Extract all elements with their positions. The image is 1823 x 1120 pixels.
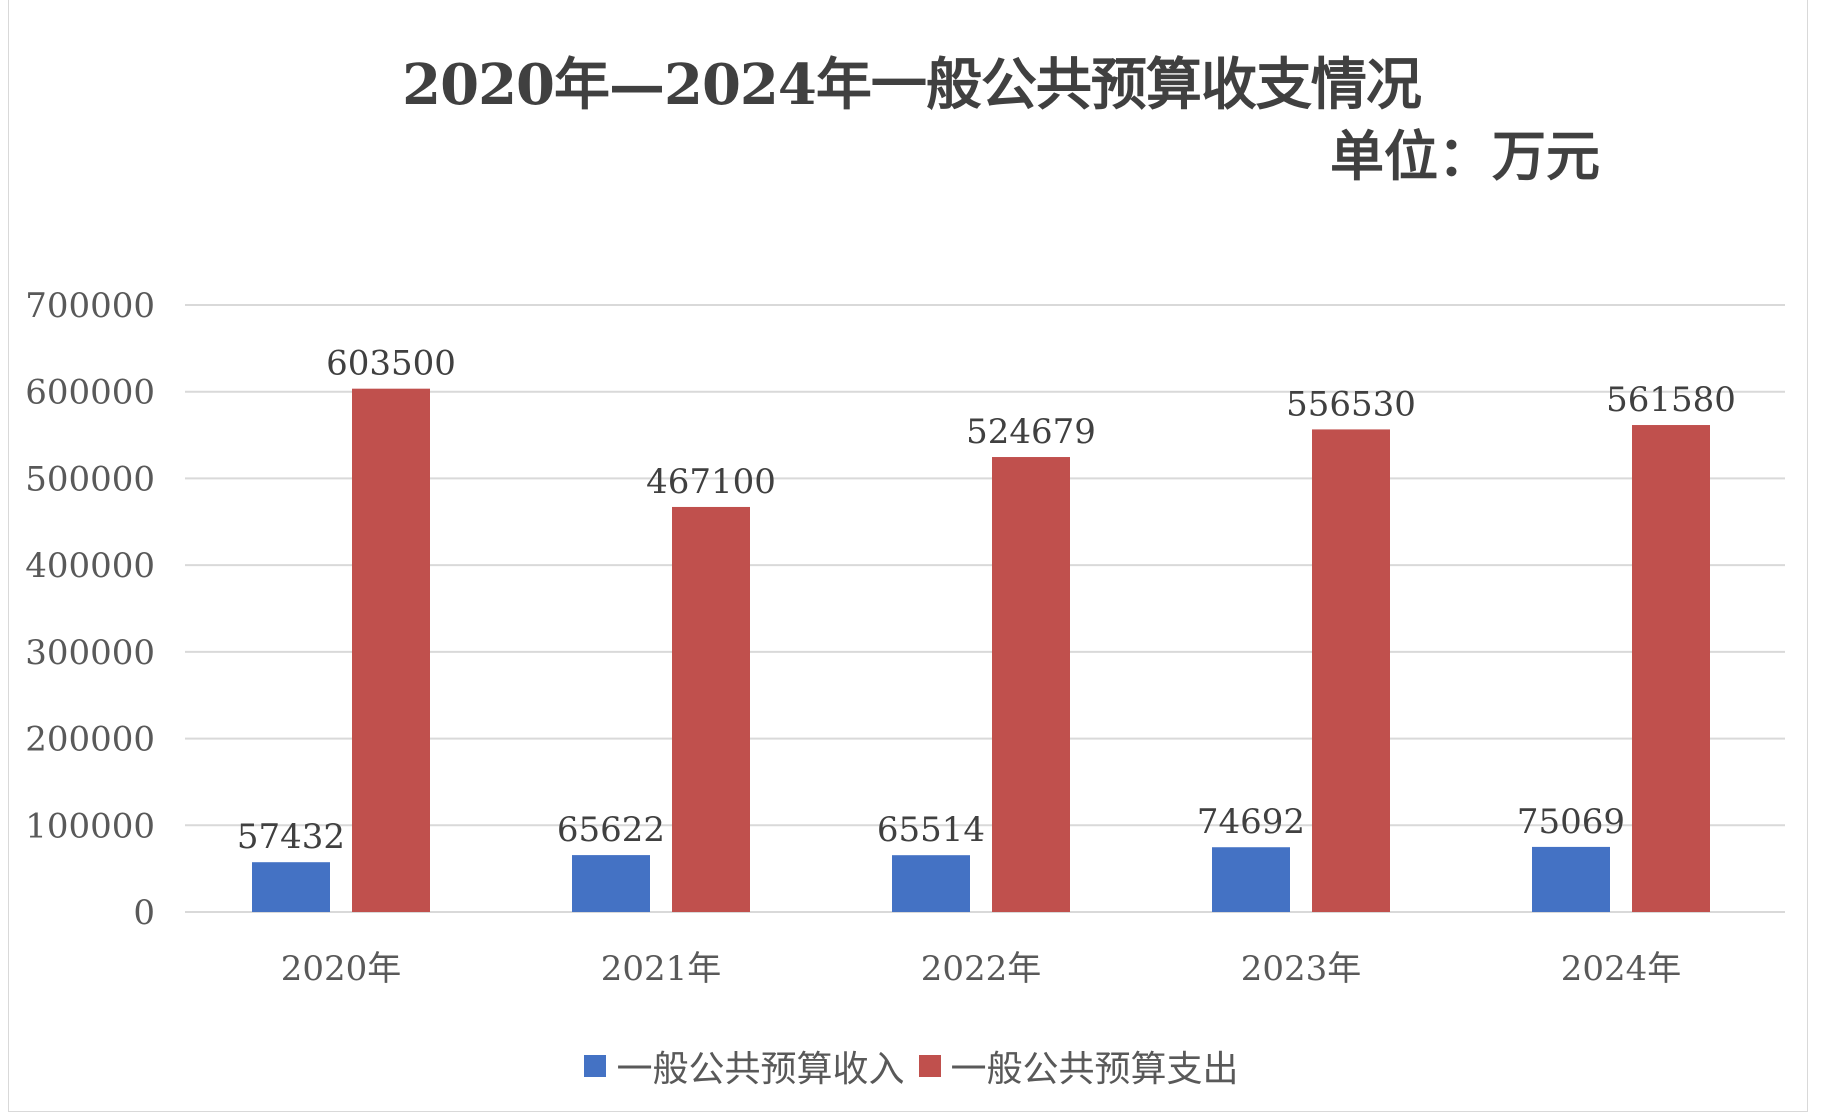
data-label-income-4: 75069	[1517, 802, 1625, 842]
legend-item-income: 一般公共预算收入	[584, 1040, 905, 1092]
data-label-income-1: 65622	[557, 810, 665, 850]
data-label-income-2: 65514	[877, 810, 985, 850]
bar-income-2	[892, 855, 970, 912]
data-label-expenditure-1: 467100	[646, 462, 776, 502]
data-label-expenditure-0: 603500	[326, 344, 456, 384]
y-tick-label-500000: 500000	[25, 459, 155, 499]
bar-income-4	[1532, 846, 1610, 912]
y-tick-label-100000: 100000	[25, 806, 155, 846]
y-tick-label-700000: 700000	[25, 286, 155, 326]
data-label-expenditure-2: 524679	[966, 412, 1096, 452]
bar-income-0	[252, 862, 330, 912]
data-label-expenditure-4: 561580	[1606, 380, 1736, 420]
y-tick-label-0: 0	[133, 893, 155, 933]
y-tick-label-200000: 200000	[25, 720, 155, 760]
y-tick-label-600000: 600000	[25, 373, 155, 413]
legend: 一般公共预算收入 一般公共预算支出	[0, 1040, 1823, 1092]
bar-expenditure-1	[672, 506, 750, 912]
y-tick-label-300000: 300000	[25, 633, 155, 673]
x-tick-label-0: 2020年	[281, 949, 402, 989]
data-label-income-3: 74692	[1197, 802, 1305, 842]
bar-expenditure-0	[352, 388, 430, 912]
legend-label-income: 一般公共预算收入	[616, 1049, 905, 1090]
x-tick-label-2: 2022年	[921, 949, 1042, 989]
bar-income-1	[572, 855, 650, 912]
x-tick-label-1: 2021年	[601, 949, 722, 989]
x-tick-label-3: 2023年	[1241, 949, 1362, 989]
data-label-income-0: 57432	[237, 817, 345, 857]
bar-income-3	[1212, 847, 1290, 912]
legend-label-expenditure: 一般公共预算支出	[950, 1049, 1239, 1090]
chart-frame	[8, 0, 1808, 1112]
bar-expenditure-3	[1312, 429, 1390, 912]
chart-subtitle: 单位：万元	[1330, 124, 1600, 188]
legend-item-expenditure: 一般公共预算支出	[918, 1040, 1239, 1092]
y-tick-label-400000: 400000	[25, 546, 155, 586]
bar-expenditure-2	[992, 457, 1070, 912]
legend-swatch-expenditure	[918, 1055, 941, 1077]
x-tick-label-4: 2024年	[1561, 949, 1682, 989]
bar-chart: 0 100000 200000 300000 400000 500000 600000 700…	[25, 286, 1785, 989]
bar-expenditure-4	[1632, 425, 1710, 912]
chart-title: 2020年—2024年一般公共预算收支情况	[402, 52, 1422, 118]
legend-swatch-income	[584, 1055, 607, 1077]
data-label-expenditure-3: 556530	[1286, 384, 1416, 424]
